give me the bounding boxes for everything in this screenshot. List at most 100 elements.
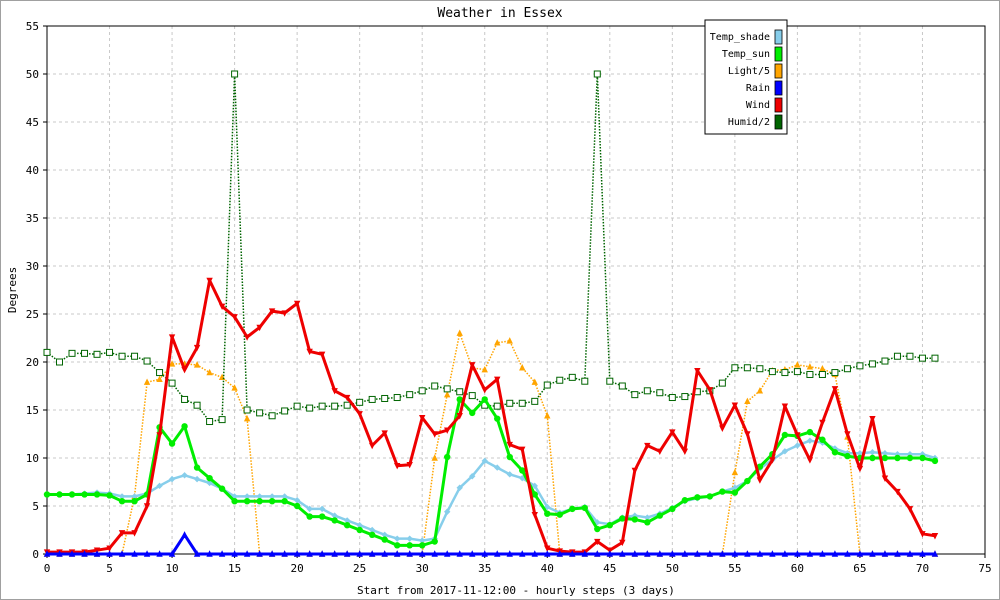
x-tick-label: 10 xyxy=(165,562,178,575)
temp-shade-point xyxy=(444,508,451,515)
legend-swatch-light xyxy=(774,63,783,79)
rain-point xyxy=(318,550,326,557)
light-point xyxy=(143,378,151,385)
temp-sun-point xyxy=(694,494,701,501)
y-tick-label: 40 xyxy=(26,164,39,177)
wind-point xyxy=(256,324,263,332)
temp-sun-point xyxy=(106,492,113,499)
temp-shade-point xyxy=(469,473,476,480)
temp-sun-point xyxy=(519,467,526,474)
light-point xyxy=(243,414,251,422)
temp-shade-point xyxy=(731,484,739,491)
wind-point xyxy=(356,411,363,418)
wind-point xyxy=(844,431,851,438)
rain-point xyxy=(931,550,939,557)
temp-sun-point xyxy=(594,525,601,533)
humid-point xyxy=(581,377,589,385)
rain-point xyxy=(331,550,338,557)
humid-point xyxy=(418,387,426,395)
humid-point xyxy=(368,395,376,403)
temp-shade-point xyxy=(531,482,538,490)
rain-point xyxy=(856,550,864,557)
wind-point xyxy=(431,431,438,438)
wind-point xyxy=(669,429,676,436)
rain-point xyxy=(706,550,714,557)
rain-point xyxy=(143,550,151,557)
wind-point xyxy=(193,344,201,352)
rain-point xyxy=(268,550,276,557)
rain-point xyxy=(919,550,926,557)
humid-point xyxy=(668,394,676,402)
temp-sun-point xyxy=(644,519,651,526)
wind-point xyxy=(318,351,326,359)
rain-point xyxy=(694,550,701,557)
rain-point xyxy=(93,550,101,557)
temp-sun-point xyxy=(81,491,88,498)
temp-sun-point xyxy=(218,485,226,492)
temp-shade-point xyxy=(118,493,126,500)
humid-point xyxy=(918,354,926,362)
x-tick-label: 15 xyxy=(228,562,241,575)
rain-point xyxy=(469,550,476,557)
temp-shade-point xyxy=(481,457,488,465)
rain-point xyxy=(831,550,839,557)
rain-point xyxy=(569,550,576,557)
temp-sun-point xyxy=(894,454,901,462)
humid-point xyxy=(218,416,226,424)
humid-point xyxy=(81,349,89,357)
temp-sun-point xyxy=(281,498,288,505)
temp-sun-point xyxy=(318,513,326,520)
humid-line xyxy=(46,73,935,423)
rain-point xyxy=(306,550,313,557)
wind-point xyxy=(206,277,213,285)
rain-point xyxy=(844,550,851,557)
temp-shade-point xyxy=(268,493,276,500)
temp-sun-point xyxy=(231,498,238,505)
humid-point xyxy=(868,360,876,368)
temp-sun-point xyxy=(781,431,789,439)
y-tick-label: 0 xyxy=(32,548,39,561)
temp-sun-point xyxy=(393,542,401,549)
humid-point xyxy=(656,389,664,397)
temp-sun-point xyxy=(531,491,538,498)
chart-title: Weather in Essex xyxy=(437,6,562,21)
humid-point xyxy=(331,402,339,410)
humid-point xyxy=(393,394,401,402)
wind-point xyxy=(131,530,138,537)
humid-point xyxy=(543,381,551,389)
light-line xyxy=(47,332,935,555)
humid-point xyxy=(456,388,464,396)
temp-sun-point xyxy=(331,517,338,524)
rain-point xyxy=(531,550,538,557)
temp-sun-point xyxy=(606,522,613,529)
humid-point xyxy=(193,401,201,409)
temp-sun-point xyxy=(631,516,639,523)
temp-sun-point xyxy=(56,491,63,498)
temp-sun-point xyxy=(831,449,839,456)
y-tick-label: 10 xyxy=(26,452,39,465)
x-tick-label: 30 xyxy=(416,562,429,575)
temp-sun-point xyxy=(306,513,313,520)
y-tick-label: 25 xyxy=(26,308,39,321)
legend-swatch-temp-sun xyxy=(774,46,783,62)
wind-line xyxy=(47,278,936,554)
x-tick-label: 75 xyxy=(978,562,991,575)
rain-point xyxy=(506,550,513,557)
legend-swatch-temp-shade xyxy=(774,29,783,45)
temp-shade-point xyxy=(419,537,426,544)
temp-shade-point xyxy=(881,450,889,457)
x-tick-label: 55 xyxy=(728,562,741,575)
rain-point xyxy=(619,550,626,557)
rain-point xyxy=(243,550,251,557)
humid-point xyxy=(268,412,276,420)
rain-point xyxy=(781,550,789,557)
temp-sun-point xyxy=(506,453,513,461)
wind-point xyxy=(331,388,338,395)
temp-sun-point xyxy=(456,396,463,403)
rain-point xyxy=(431,550,438,557)
wind-point xyxy=(506,441,513,449)
light-point xyxy=(481,365,488,373)
humid-point xyxy=(468,392,476,400)
humid-point xyxy=(381,394,389,402)
temp-shade-point xyxy=(256,493,263,500)
